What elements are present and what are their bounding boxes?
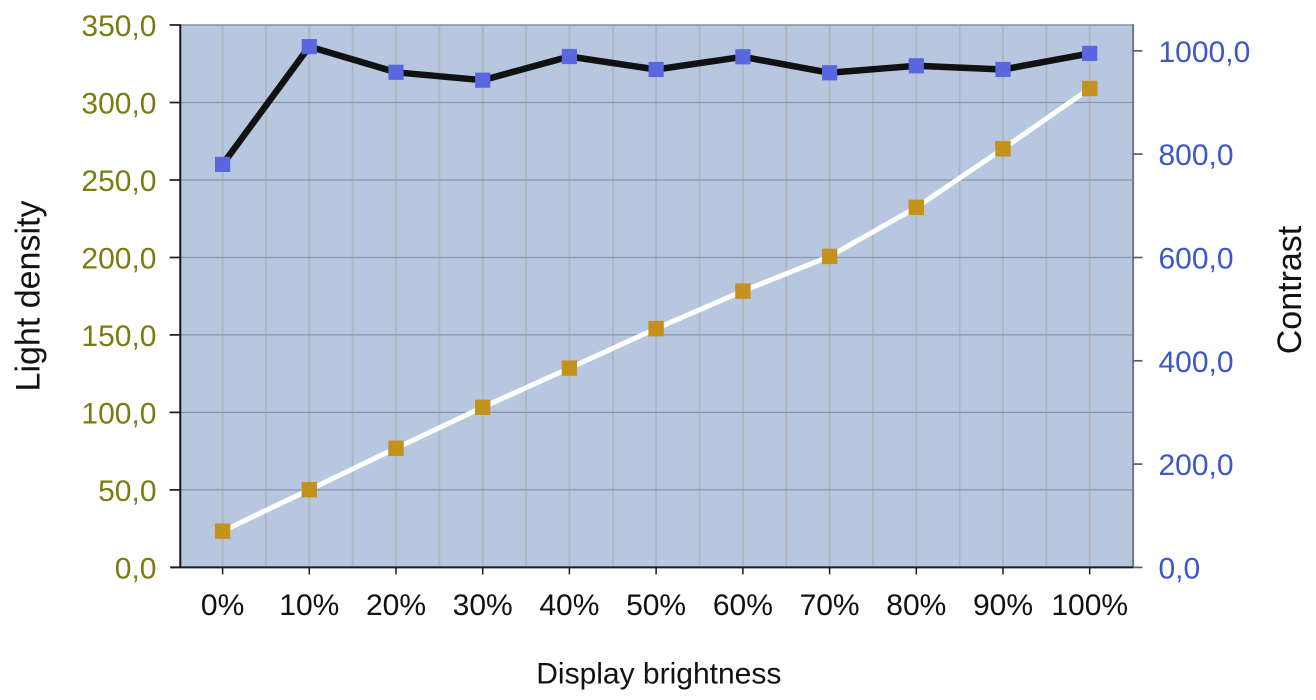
svg-text:0,0: 0,0 bbox=[1159, 552, 1201, 585]
svg-text:100%: 100% bbox=[1051, 589, 1128, 622]
svg-text:50%: 50% bbox=[626, 589, 686, 622]
svg-text:60%: 60% bbox=[713, 589, 773, 622]
svg-text:Display brightness: Display brightness bbox=[536, 658, 781, 691]
svg-text:200,0: 200,0 bbox=[1159, 449, 1234, 482]
svg-text:80%: 80% bbox=[886, 589, 946, 622]
svg-text:400,0: 400,0 bbox=[1159, 346, 1234, 379]
svg-text:50,0: 50,0 bbox=[98, 475, 156, 508]
svg-text:250,0: 250,0 bbox=[81, 165, 156, 198]
svg-text:20%: 20% bbox=[366, 589, 426, 622]
svg-text:200,0: 200,0 bbox=[81, 243, 156, 276]
svg-text:30%: 30% bbox=[453, 589, 513, 622]
svg-text:300,0: 300,0 bbox=[81, 88, 156, 121]
svg-text:0%: 0% bbox=[201, 589, 244, 622]
svg-text:800,0: 800,0 bbox=[1159, 139, 1234, 172]
svg-text:10%: 10% bbox=[279, 589, 339, 622]
svg-text:100,0: 100,0 bbox=[81, 397, 156, 430]
svg-text:1000,0: 1000,0 bbox=[1159, 36, 1251, 69]
svg-text:70%: 70% bbox=[800, 589, 860, 622]
svg-text:150,0: 150,0 bbox=[81, 320, 156, 353]
svg-text:90%: 90% bbox=[973, 589, 1033, 622]
svg-text:40%: 40% bbox=[539, 589, 599, 622]
svg-text:Contrast: Contrast bbox=[1271, 225, 1309, 354]
svg-text:600,0: 600,0 bbox=[1159, 243, 1234, 276]
svg-text:Light density: Light density bbox=[10, 201, 48, 392]
svg-text:350,0: 350,0 bbox=[81, 10, 156, 43]
svg-text:0,0: 0,0 bbox=[115, 552, 157, 585]
